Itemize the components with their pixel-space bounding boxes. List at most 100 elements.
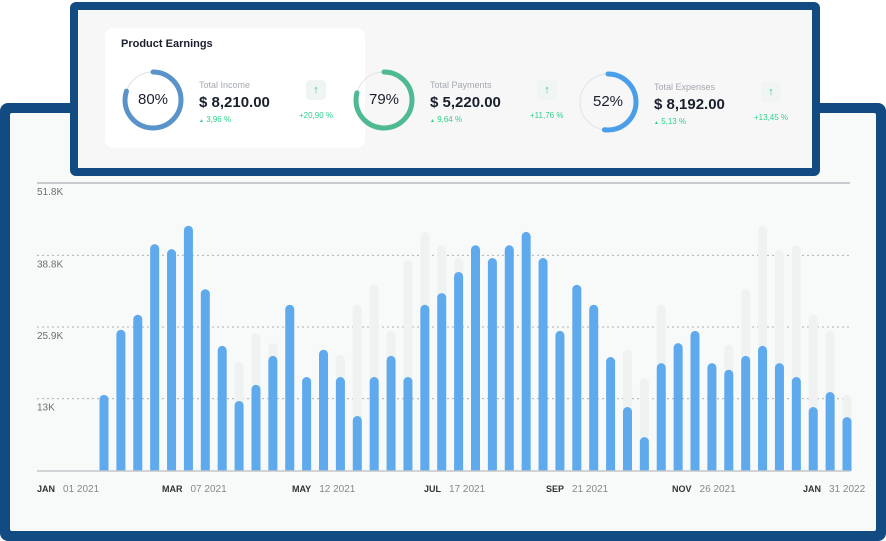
bar-base xyxy=(471,466,480,471)
arrow-up-icon[interactable]: ↑ xyxy=(537,80,557,100)
bar xyxy=(724,369,734,471)
bar-base xyxy=(521,466,531,471)
bar xyxy=(420,304,430,471)
progress-ring-icon xyxy=(122,69,184,131)
bar xyxy=(521,231,531,471)
kpi-0: 80% Total Income $ 8,210.00 ▲ 3,96 % ↑ +… xyxy=(121,68,361,138)
bar xyxy=(200,289,210,471)
bar xyxy=(251,384,261,471)
kpi-1: 79% Total Payments $ 5,220.00 ▲ 9,64 % ↑… xyxy=(352,68,592,138)
bar-base xyxy=(183,466,193,471)
bar xyxy=(268,355,278,471)
bar xyxy=(622,407,632,471)
bar-base xyxy=(690,466,700,471)
bar xyxy=(369,377,379,471)
bar xyxy=(758,345,768,471)
product-earnings-panel: Product Earnings 80% Total Income $ 8,21… xyxy=(70,2,820,176)
arrow-up-icon[interactable]: ↑ xyxy=(306,80,326,100)
bar xyxy=(825,392,835,471)
kpi-percent: 52% xyxy=(592,93,624,110)
kpi-label: Total Payments xyxy=(430,80,492,90)
bar xyxy=(471,245,480,471)
bar-base xyxy=(133,466,143,471)
bar-base xyxy=(302,466,312,471)
bar-base xyxy=(538,466,548,471)
bar xyxy=(555,330,565,471)
bar xyxy=(791,377,801,471)
bar xyxy=(572,284,582,471)
kpi-change: +11,76 % xyxy=(530,111,564,120)
bar-base xyxy=(639,466,649,471)
bar xyxy=(606,357,616,471)
bar xyxy=(639,437,649,471)
chart-area: 13K 25.9K 38.8K 51.8K JAN 01 2021 MAR 07 2021 MA… xyxy=(10,113,876,531)
bar xyxy=(99,394,109,471)
y-tick-label: 25.9K xyxy=(37,331,63,342)
bar-base xyxy=(403,466,413,471)
bar xyxy=(335,377,345,471)
card-title: Product Earnings xyxy=(121,38,213,50)
bar-base xyxy=(842,466,852,471)
bar xyxy=(150,244,160,471)
y-tick-label: 13K xyxy=(37,403,55,414)
bar-base xyxy=(454,466,464,471)
bar-base xyxy=(285,466,295,471)
triangle-up-icon: ▲ xyxy=(654,120,659,126)
bar-base xyxy=(707,466,717,471)
bar xyxy=(234,400,244,471)
bar-base xyxy=(116,466,126,471)
bar-base xyxy=(150,466,160,471)
bar-base xyxy=(99,466,109,471)
bar-base xyxy=(774,466,784,471)
bar xyxy=(504,245,514,471)
bar xyxy=(352,415,362,471)
kpi-sub-change: ▲ 9,64 % xyxy=(430,115,463,124)
x-tick-label: MAY 12 2021 xyxy=(292,484,356,495)
bar xyxy=(116,329,126,471)
x-tick-label: JUL 17 2021 xyxy=(424,484,486,495)
triangle-up-icon: ▲ xyxy=(430,118,435,124)
bar xyxy=(842,417,852,471)
bar-base xyxy=(808,466,818,471)
x-tick-label: JAN 31 2022 xyxy=(803,484,866,495)
triangle-up-icon: ▲ xyxy=(199,118,204,124)
bar xyxy=(386,355,396,471)
progress-ring-icon xyxy=(353,69,415,131)
bar-base xyxy=(572,466,582,471)
bar-base xyxy=(724,466,734,471)
bar-base xyxy=(758,466,768,471)
arrow-up-icon[interactable]: ↑ xyxy=(761,82,781,102)
bar-base xyxy=(420,466,430,471)
x-tick-label: JAN 01 2021 xyxy=(37,484,100,495)
bar xyxy=(302,377,312,471)
kpi-label: Total Income xyxy=(199,80,251,90)
bar-base xyxy=(335,466,345,471)
progress-ring-icon xyxy=(577,71,639,133)
bar-base xyxy=(487,466,497,471)
kpi-label: Total Expenses xyxy=(654,82,716,92)
x-tick-label: SEP 21 2021 xyxy=(546,484,609,495)
kpi-percent: 79% xyxy=(368,91,400,108)
bar-base xyxy=(268,466,278,471)
kpi-percent: 80% xyxy=(137,91,169,108)
y-tick-label: 38.8K xyxy=(37,259,63,270)
bar-base xyxy=(622,466,632,471)
bar-base xyxy=(167,466,177,471)
x-tick-label: MAR 07 2021 xyxy=(162,484,227,495)
bar-base xyxy=(386,466,396,471)
bar xyxy=(183,225,193,471)
kpi-value: $ 8,210.00 xyxy=(199,94,270,111)
bar-chart: 13K 25.9K 38.8K 51.8K JAN 01 2021 MAR 07 2021 MA… xyxy=(37,182,866,495)
kpi-value: $ 8,192.00 xyxy=(654,96,725,113)
bar xyxy=(217,345,227,471)
bar-base xyxy=(555,466,565,471)
kpi-sub-change: ▲ 5,13 % xyxy=(654,117,687,126)
bar-base xyxy=(234,466,244,471)
bar xyxy=(167,249,177,471)
bar-base xyxy=(319,466,329,471)
bar xyxy=(437,293,447,471)
bar-base xyxy=(791,466,801,471)
bar-base xyxy=(825,466,835,471)
kpi-change: +13,45 % xyxy=(754,113,789,122)
bar xyxy=(285,304,295,471)
